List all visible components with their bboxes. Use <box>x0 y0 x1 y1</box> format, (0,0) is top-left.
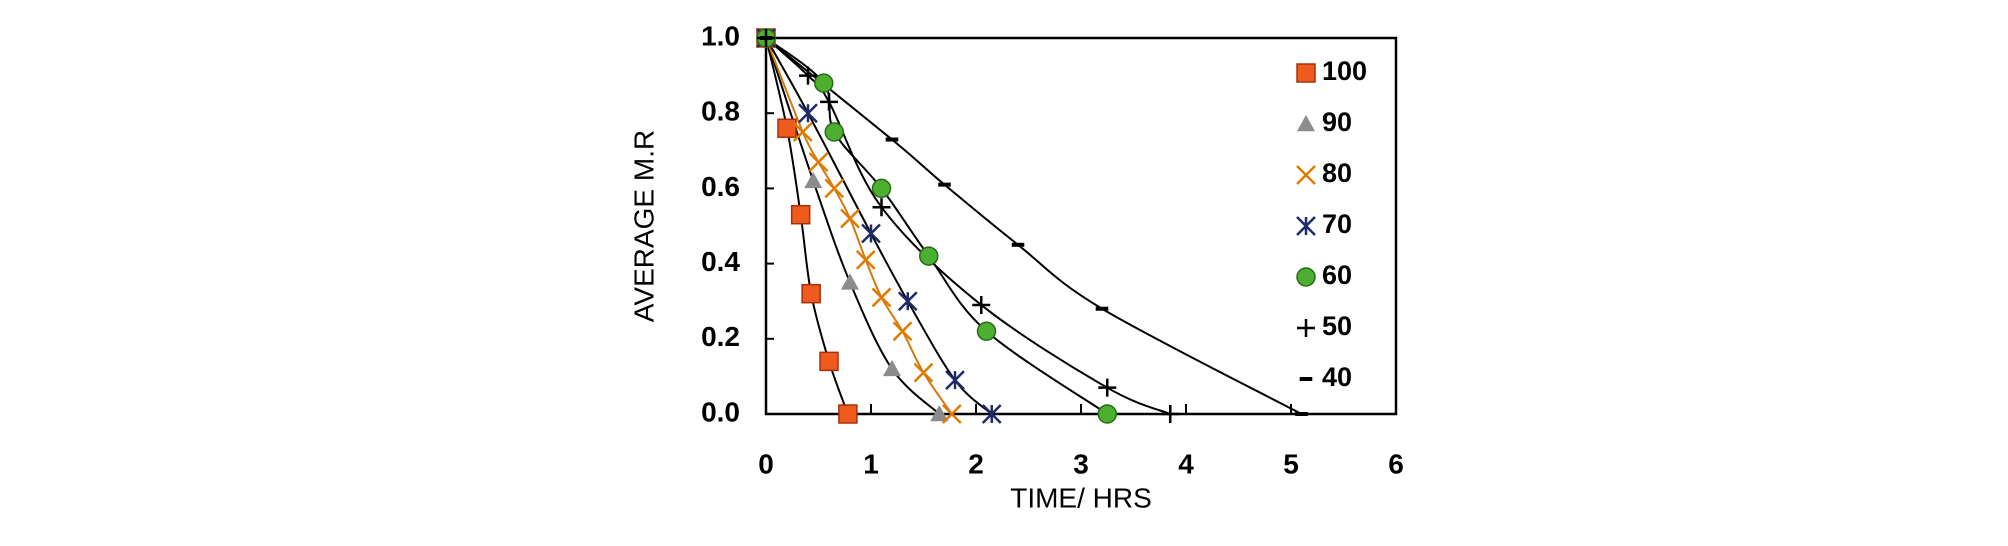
y-tick-label: 0.4 <box>701 246 740 277</box>
legend-label: 80 <box>1322 158 1352 188</box>
point <box>872 198 891 217</box>
point <box>777 118 797 138</box>
x-axis-title: TIME/ HRS <box>1010 482 1152 513</box>
point <box>801 283 821 304</box>
y-tick-label: 0.0 <box>701 396 740 427</box>
x-tick-label: 2 <box>968 448 984 479</box>
point <box>976 321 997 342</box>
legend-symbol <box>1296 63 1316 83</box>
x-tick-label: 6 <box>1388 448 1404 479</box>
point <box>892 321 913 342</box>
point <box>814 73 834 93</box>
legend-label: 60 <box>1322 260 1352 290</box>
point <box>871 178 892 199</box>
point <box>871 287 892 308</box>
point <box>792 122 813 142</box>
y-tick-label: 0.8 <box>701 96 740 127</box>
x-tick-label: 0 <box>758 448 774 479</box>
legend-symbol <box>1297 115 1315 132</box>
legend-label: 50 <box>1322 311 1352 341</box>
fit-curve <box>765 37 953 415</box>
plot-frame <box>764 36 1398 416</box>
point <box>798 103 818 124</box>
point <box>883 359 901 377</box>
x-tick-label: 5 <box>1283 448 1299 479</box>
legend-label: 100 <box>1322 56 1367 86</box>
point <box>790 204 811 225</box>
point <box>840 208 860 229</box>
y-tick-label: 1.0 <box>701 20 740 51</box>
legend-symbol <box>1296 216 1316 236</box>
point <box>808 152 829 172</box>
x-tick-label: 1 <box>863 448 879 479</box>
legend-label: 70 <box>1322 209 1352 239</box>
x-tick-label: 4 <box>1178 448 1194 479</box>
legend-symbol <box>1297 319 1315 337</box>
point <box>804 171 823 189</box>
fit-curve <box>765 37 1302 415</box>
point <box>799 66 817 85</box>
fit-curve <box>765 37 940 415</box>
point <box>913 362 934 383</box>
y-axis-title: AVERAGE M.R <box>628 130 659 322</box>
point <box>820 92 838 111</box>
point <box>897 291 918 312</box>
y-tick-label: 0.6 <box>701 171 740 202</box>
legend-symbol <box>1296 165 1316 185</box>
legend-label: 40 <box>1322 362 1352 392</box>
y-tick-label: 0.2 <box>701 321 740 352</box>
x-tick-label: 3 <box>1073 448 1089 479</box>
point <box>819 351 839 372</box>
point <box>1161 405 1180 423</box>
point <box>919 246 939 266</box>
point <box>824 122 844 142</box>
point <box>941 404 962 424</box>
point <box>824 178 845 199</box>
point <box>841 273 859 290</box>
point <box>861 223 881 244</box>
point <box>945 370 965 391</box>
point <box>855 249 876 270</box>
point <box>930 405 949 422</box>
point <box>1098 378 1117 397</box>
point <box>1097 404 1117 424</box>
point <box>838 404 858 424</box>
point <box>981 404 1002 424</box>
legend-symbol <box>1296 267 1316 287</box>
legend-label: 90 <box>1322 107 1352 137</box>
point <box>972 295 991 314</box>
